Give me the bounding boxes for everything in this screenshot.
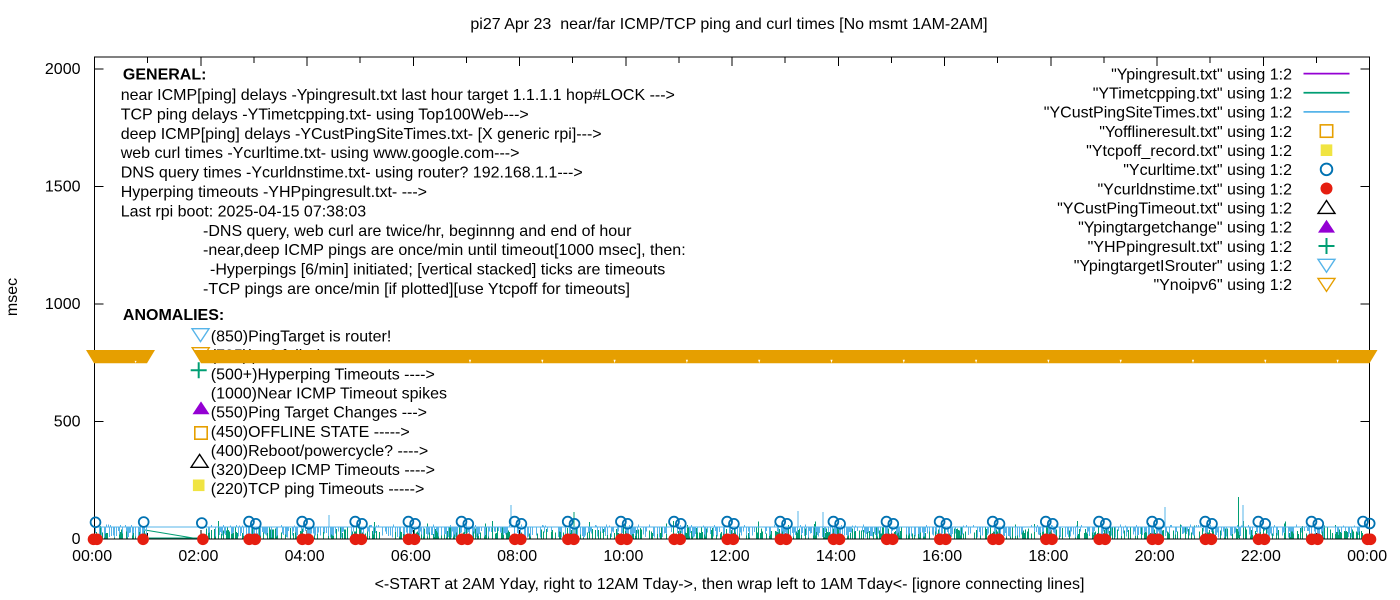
- svg-text:-Hyperpings [6/min] initiated;: -Hyperpings [6/min] initiated; [vertical…: [210, 262, 665, 279]
- svg-text:pi27 Apr 23 near/far ICMP/TCP: pi27 Apr 23 near/far ICMP/TCP ping and c…: [470, 16, 987, 33]
- svg-text:0: 0: [72, 531, 81, 548]
- svg-text:ANOMALIES:: ANOMALIES:: [123, 307, 224, 324]
- svg-text:1500: 1500: [45, 179, 81, 196]
- svg-text:"Ycurltime.txt" using 1:2: "Ycurltime.txt" using 1:2: [1123, 162, 1292, 179]
- svg-text:"Ycurldnstime.txt" using 1:2: "Ycurldnstime.txt" using 1:2: [1097, 181, 1292, 198]
- svg-text:(400)Reboot/powercycle? ---->: (400)Reboot/powercycle? ---->: [211, 443, 428, 460]
- svg-text:<-START at 2AM Yday, right to: <-START at 2AM Yday, right to 12AM Tday-…: [375, 576, 1085, 593]
- svg-text:(500+)Hyperping Timeouts ---->: (500+)Hyperping Timeouts ---->: [211, 367, 435, 384]
- svg-text:-TCP pings are once/min [if pl: -TCP pings are once/min [if plotted][use…: [203, 281, 630, 298]
- svg-text:00:00: 00:00: [1347, 548, 1387, 565]
- svg-text:02:00: 02:00: [178, 548, 218, 565]
- svg-text:(850)PingTarget is router!: (850)PingTarget is router!: [211, 329, 392, 346]
- svg-text:20:00: 20:00: [1135, 548, 1175, 565]
- svg-text:(450)OFFLINE STATE ----->: (450)OFFLINE STATE ----->: [211, 424, 410, 441]
- svg-text:"YCustPingTimeout.txt" using 1: "YCustPingTimeout.txt" using 1:2: [1057, 200, 1292, 217]
- svg-text:deep ICMP[ping] delays -YCustP: deep ICMP[ping] delays -YCustPingSiteTim…: [121, 126, 602, 143]
- svg-text:12:00: 12:00: [710, 548, 750, 565]
- svg-text:00:00: 00:00: [72, 548, 112, 565]
- svg-text:web curl times -Ycurltime.txt-: web curl times -Ycurltime.txt- using www…: [120, 145, 520, 162]
- svg-text:msec: msec: [4, 278, 21, 316]
- svg-text:04:00: 04:00: [285, 548, 325, 565]
- svg-text:Last rpi boot: 2025-04-15 07:3: Last rpi boot: 2025-04-15 07:38:03: [121, 203, 367, 220]
- svg-text:1000: 1000: [45, 296, 81, 313]
- svg-text:"Ynoipv6" using 1:2: "Ynoipv6" using 1:2: [1153, 277, 1292, 294]
- svg-text:"YCustPingSiteTimes.txt" using: "YCustPingSiteTimes.txt" using 1:2: [1044, 105, 1292, 122]
- svg-text:-near,deep ICMP pings are once: -near,deep ICMP pings are once/min until…: [203, 242, 686, 259]
- svg-text:(1000)Near ICMP Timeout spikes: (1000)Near ICMP Timeout spikes: [211, 386, 447, 403]
- svg-text:22:00: 22:00: [1241, 548, 1281, 565]
- svg-text:"Ypingresult.txt" using 1:2: "Ypingresult.txt" using 1:2: [1111, 66, 1292, 83]
- svg-text:"YpingtargetISrouter" using 1:: "YpingtargetISrouter" using 1:2: [1074, 258, 1292, 275]
- svg-text:(320)Deep ICMP Timeouts ---->: (320)Deep ICMP Timeouts ---->: [211, 462, 435, 479]
- svg-text:DNS query times -Ycurldnstime.: DNS query times -Ycurldnstime.txt- using…: [121, 165, 583, 182]
- svg-text:"Yofflineresult.txt" using 1:2: "Yofflineresult.txt" using 1:2: [1099, 124, 1292, 141]
- svg-text:18:00: 18:00: [1028, 548, 1068, 565]
- svg-text:Hyperping timeouts -YHPpingres: Hyperping timeouts -YHPpingresult.txt- -…: [121, 184, 427, 201]
- svg-text:-DNS query, web curl are twice: -DNS query, web curl are twice/hr, begin…: [203, 223, 632, 240]
- svg-text:10:00: 10:00: [603, 548, 643, 565]
- svg-text:GENERAL:: GENERAL:: [123, 67, 207, 84]
- svg-text:16:00: 16:00: [922, 548, 962, 565]
- svg-text:"YTimetcpping.txt" using 1:2: "YTimetcpping.txt" using 1:2: [1093, 86, 1292, 103]
- svg-text:(550)Ping Target Changes --->: (550)Ping Target Changes --->: [211, 405, 427, 422]
- svg-text:"YHPpingresult.txt" using 1:2: "YHPpingresult.txt" using 1:2: [1088, 239, 1292, 256]
- svg-text:500: 500: [54, 414, 81, 431]
- svg-text:14:00: 14:00: [816, 548, 856, 565]
- svg-text:near ICMP[ping] delays -Ypingr: near ICMP[ping] delays -Ypingresult.txt …: [121, 87, 675, 104]
- svg-text:06:00: 06:00: [391, 548, 431, 565]
- svg-text:"Ytcpoff_record.txt" using 1:2: "Ytcpoff_record.txt" using 1:2: [1086, 143, 1292, 160]
- svg-text:(220)TCP ping Timeouts ----->: (220)TCP ping Timeouts ----->: [211, 481, 425, 498]
- svg-text:"Ypingtargetchange" using 1:2: "Ypingtargetchange" using 1:2: [1078, 220, 1292, 237]
- svg-text:TCP ping delays -YTimetcpping.: TCP ping delays -YTimetcpping.txt- using…: [121, 106, 529, 123]
- svg-text:2000: 2000: [45, 61, 81, 78]
- svg-text:08:00: 08:00: [497, 548, 537, 565]
